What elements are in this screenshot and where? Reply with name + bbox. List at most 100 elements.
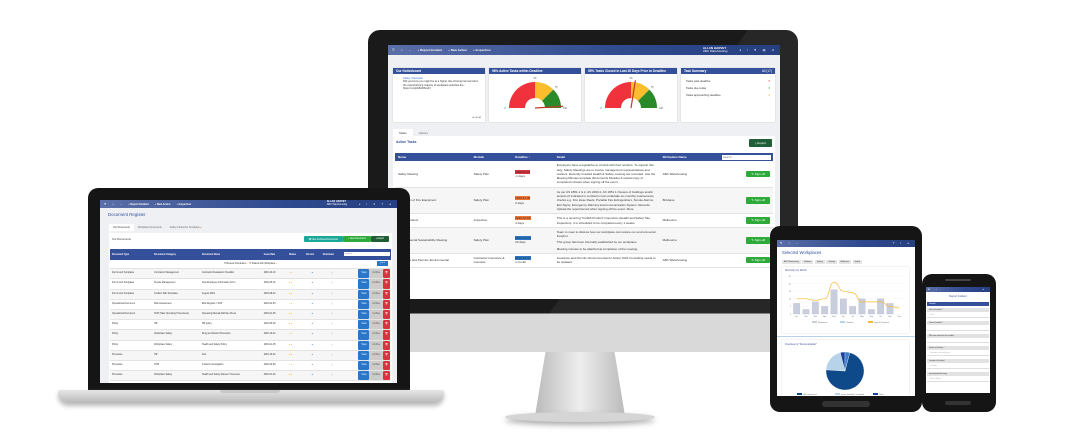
summary-item[interactable]: Tasks approaching deadline 2 xyxy=(686,92,770,99)
menu-icon[interactable]: ☰ xyxy=(928,288,930,291)
menu-icon[interactable]: ☰ xyxy=(780,242,783,245)
tab-our-documents[interactable]: Our Documents xyxy=(109,224,134,231)
version-icon[interactable]: ● xyxy=(303,299,321,311)
download-icon[interactable]: ⤓ xyxy=(320,370,344,382)
search-input[interactable] xyxy=(722,154,771,160)
field-input[interactable]: Date xyxy=(927,312,989,318)
archive-button[interactable]: Archive xyxy=(369,350,384,361)
logout-icon[interactable]: ➜ xyxy=(982,288,984,291)
help-icon[interactable]: i xyxy=(900,242,901,245)
column-header[interactable]: Module xyxy=(470,153,513,162)
column-header[interactable]: Document Type xyxy=(110,249,153,261)
archive-button[interactable]: Archive xyxy=(369,340,384,350)
view-button[interactable]: View xyxy=(358,289,370,299)
sign-off-button[interactable]: ✎ Sign-off xyxy=(746,170,770,178)
view-button[interactable]: View xyxy=(358,299,370,310)
logout-icon[interactable]: ➜ xyxy=(771,48,774,52)
nav-inspection[interactable]: + Inspection xyxy=(176,202,192,206)
view-button[interactable]: View xyxy=(358,310,370,320)
export-button[interactable]: ⤓ Export xyxy=(370,236,389,242)
bell-icon[interactable]: ♦ xyxy=(359,202,361,206)
download-icon[interactable]: ⤓ xyxy=(320,299,344,311)
field-input[interactable]: Location xyxy=(927,363,989,369)
summary-item[interactable]: Tasks due today 0 xyxy=(686,85,770,92)
archive-button[interactable]: Archive xyxy=(369,279,384,289)
workplace-chip[interactable]: Melbourne xyxy=(838,260,852,264)
bell-icon[interactable]: ♦ xyxy=(739,48,741,52)
delete-button[interactable]: 🗑 xyxy=(383,350,390,361)
filter-review-scheduled[interactable]: ☐ Review Scheduled ● xyxy=(223,263,248,266)
nav-report-incident[interactable]: + Report Incident xyxy=(417,48,443,52)
delete-button[interactable]: 🗑 xyxy=(383,289,390,299)
pie-slice[interactable] xyxy=(825,352,865,391)
archive-button[interactable]: Archive xyxy=(369,289,384,299)
post-author[interactable]: Safety Champion xyxy=(403,77,423,80)
column-header[interactable]: Download xyxy=(320,249,344,261)
version-icon[interactable]: ● xyxy=(303,350,321,362)
version-icon[interactable]: ● xyxy=(303,360,321,372)
field-input[interactable]: Describe what took place xyxy=(927,350,989,356)
home-icon[interactable]: ⌂ xyxy=(112,202,114,206)
delete-button[interactable]: 🗑 xyxy=(383,361,390,371)
print-icon[interactable]: ▤ xyxy=(762,48,766,52)
column-header[interactable]: Status xyxy=(287,249,304,261)
download-icon[interactable]: ⤓ xyxy=(320,319,344,331)
pager[interactable]: ◂ ▪ ▸ ▸| xyxy=(472,115,481,119)
version-icon[interactable]: ● xyxy=(303,268,321,280)
tab-history[interactable]: History xyxy=(418,131,429,135)
back-icon[interactable]: ← xyxy=(795,242,799,245)
version-icon[interactable]: ● xyxy=(303,319,321,331)
delete-button[interactable]: 🗑 xyxy=(383,330,390,340)
archive-button[interactable]: Archive xyxy=(369,330,384,340)
home-icon[interactable]: ⌂ xyxy=(788,242,790,245)
field-input[interactable] xyxy=(927,325,989,331)
help-icon[interactable]: ? xyxy=(381,202,383,206)
nav-new-action[interactable]: + New Action xyxy=(448,48,467,52)
sign-off-button[interactable]: ✎ Sign-off xyxy=(746,257,770,264)
workplace-chip[interactable]: Brisbane xyxy=(802,260,814,264)
workplace-chip[interactable]: ABC Warehousing xyxy=(782,260,801,264)
user-info[interactable]: ALLAN HARVEY ABC Warehousing xyxy=(702,46,728,53)
view-button[interactable]: View xyxy=(358,340,370,350)
tab-tasks[interactable]: Tasks xyxy=(393,129,413,137)
column-header[interactable]: Name xyxy=(395,153,471,162)
tablet-home-button[interactable] xyxy=(822,401,870,407)
view-button[interactable]: View xyxy=(358,279,370,289)
menu-icon[interactable]: ☰ xyxy=(104,202,107,206)
download-icon[interactable]: ⤓ xyxy=(320,329,344,341)
filter-shared[interactable]: ☐ Shared with Workplace ● xyxy=(248,263,278,266)
phone-home-button[interactable] xyxy=(945,401,971,405)
delete-button[interactable]: 🗑 xyxy=(383,371,390,381)
download-icon[interactable]: ⤓ xyxy=(320,278,344,290)
tab-templates[interactable]: Safety Champion Templates ● xyxy=(169,226,202,229)
view-button[interactable]: View xyxy=(358,361,370,371)
logout-icon[interactable]: ➜ xyxy=(388,202,391,206)
version-icon[interactable]: ● xyxy=(303,278,321,290)
delete-button[interactable]: 🗑 xyxy=(383,320,390,330)
archive-button[interactable]: Archive xyxy=(369,269,384,279)
field-input[interactable] xyxy=(927,338,989,343)
workplace-chip[interactable]: Geelong xyxy=(826,260,838,264)
sign-off-button[interactable]: ✎ Sign-off xyxy=(746,237,770,244)
version-icon[interactable]: ● xyxy=(303,309,321,321)
download-icon[interactable]: ⤓ xyxy=(320,289,344,300)
version-icon[interactable]: ● xyxy=(303,289,321,300)
delete-button[interactable]: 🗑 xyxy=(383,279,390,289)
column-header[interactable]: Detail xyxy=(553,153,660,162)
column-header[interactable]: Document Name xyxy=(199,249,262,261)
download-icon[interactable]: ⤓ xyxy=(320,268,344,280)
version-icon[interactable]: ● xyxy=(303,370,321,382)
archive-button[interactable]: Archive xyxy=(369,299,384,310)
filter-icon[interactable]: ▼ xyxy=(373,202,376,206)
column-header[interactable]: Workplace Name xyxy=(659,153,721,162)
delete-button[interactable]: 🗑 xyxy=(383,299,390,310)
new-document-button[interactable]: + New Document xyxy=(343,236,371,242)
user-info[interactable]: ALLAN HARVEY ABC Warehousing xyxy=(326,200,348,206)
nav-new-action[interactable]: + New Action xyxy=(154,202,171,206)
archive-button[interactable]: Archive xyxy=(369,371,384,381)
archive-button[interactable]: Archive xyxy=(369,361,384,371)
pie-slice[interactable] xyxy=(844,351,850,372)
column-header[interactable]: Deadline ↑ xyxy=(512,153,554,162)
view-button[interactable]: View xyxy=(358,269,370,279)
delete-button[interactable]: 🗑 xyxy=(383,310,390,320)
